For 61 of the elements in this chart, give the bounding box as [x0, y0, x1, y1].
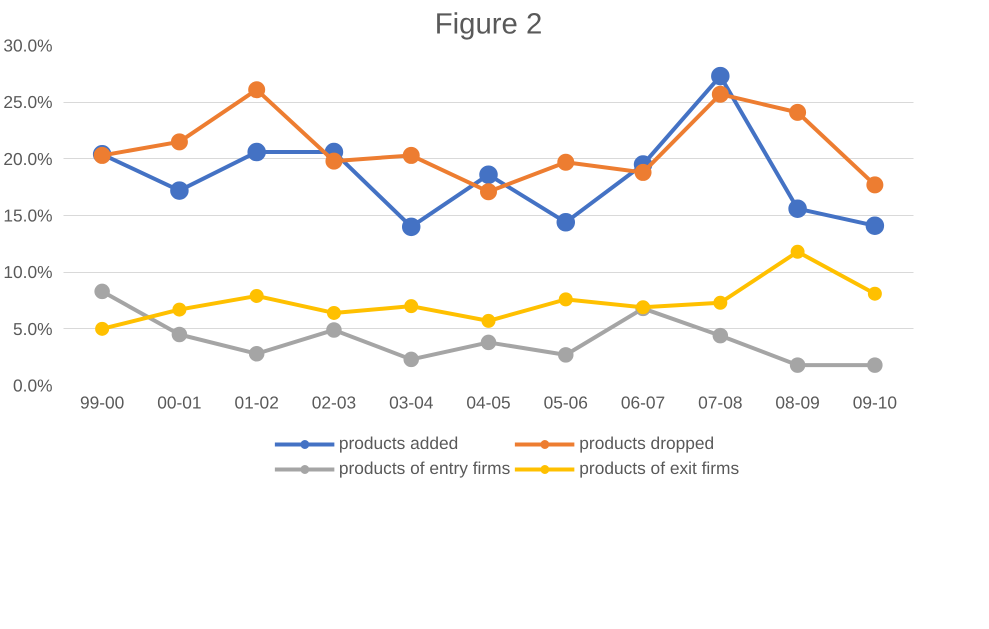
chart-title: Figure 2	[434, 8, 542, 40]
point	[789, 104, 806, 121]
point	[788, 199, 807, 218]
point	[95, 322, 110, 336]
point	[482, 314, 496, 328]
legend-label: products of exit firms	[579, 458, 740, 479]
x-tick-label: 01-02	[234, 392, 279, 412]
point	[790, 244, 805, 259]
x-tick-label: 05-06	[544, 392, 588, 412]
point	[866, 176, 884, 194]
point	[867, 357, 883, 373]
x-tick-label: 08-09	[775, 392, 820, 412]
y-tick-label: 30.0%	[3, 36, 53, 56]
point	[634, 164, 652, 181]
point	[712, 86, 729, 103]
point	[326, 322, 342, 338]
point	[403, 352, 419, 368]
point	[170, 133, 188, 150]
point	[172, 302, 186, 317]
point	[479, 165, 498, 184]
x-tick-label: 04-05	[466, 392, 511, 412]
y-tick-label: 15.0%	[3, 206, 53, 226]
point	[556, 213, 576, 232]
point	[94, 284, 110, 300]
point	[402, 146, 420, 164]
legend-label: products added	[338, 433, 458, 454]
point	[325, 152, 342, 170]
y-tick-label: 20.0%	[3, 148, 53, 169]
y-tick-label: 25.0%	[3, 92, 53, 112]
point	[326, 306, 341, 320]
legend-label: products of entry firms	[338, 458, 510, 479]
point	[868, 286, 882, 301]
y-tick-label: 10.0%	[3, 262, 53, 282]
y-tick-label: 0.0%	[13, 376, 53, 396]
x-tick-label: 03-04	[389, 392, 434, 412]
point	[790, 357, 806, 373]
point	[247, 142, 266, 162]
point	[558, 347, 574, 363]
point	[172, 326, 188, 342]
x-tick-label: 09-10	[852, 392, 898, 412]
y-tick-label: 5.0%	[13, 318, 53, 339]
point	[250, 288, 264, 303]
x-tick-label: 99-00	[80, 392, 124, 412]
point	[248, 346, 264, 362]
point	[170, 181, 189, 200]
point	[480, 183, 497, 200]
point	[404, 299, 418, 314]
legend-label: products dropped	[579, 433, 714, 454]
x-tick-label: 02-03	[312, 392, 356, 412]
x-tick-label: 06-07	[620, 392, 666, 412]
point	[712, 328, 728, 344]
point	[866, 216, 884, 235]
x-tick-label: 07-08	[698, 392, 742, 412]
x-tick-label: 00-01	[157, 392, 202, 412]
point	[480, 334, 496, 350]
point	[558, 292, 573, 306]
point	[713, 296, 728, 310]
point	[711, 66, 730, 86]
point	[248, 81, 266, 98]
point	[557, 154, 574, 171]
point	[402, 218, 420, 236]
